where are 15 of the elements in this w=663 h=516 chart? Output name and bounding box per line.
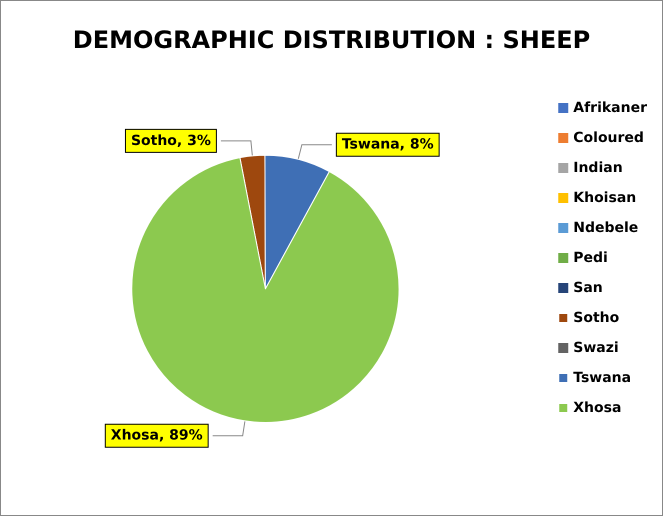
legend-label: San [573, 280, 603, 296]
legend-label: Khoisan [573, 190, 636, 206]
legend-label: Indian [573, 160, 623, 176]
data-label: Tswana, 8% [342, 136, 434, 153]
legend-label: Sotho [573, 310, 620, 326]
legend-label: Pedi [573, 250, 608, 266]
legend-label: Coloured [573, 130, 644, 146]
legend-label: Tswana [573, 370, 632, 386]
data-label: Xhosa, 89% [110, 428, 203, 444]
legend-label: Ndebele [573, 220, 638, 236]
legend-label: Afrikaner [573, 100, 648, 116]
legend-label: Xhosa [573, 400, 622, 416]
chart-title: DEMOGRAPHIC DISTRIBUTION : SHEEP [72, 26, 590, 54]
data-label: Sotho, 3% [130, 132, 211, 149]
legend-label: Swazi [573, 340, 619, 356]
